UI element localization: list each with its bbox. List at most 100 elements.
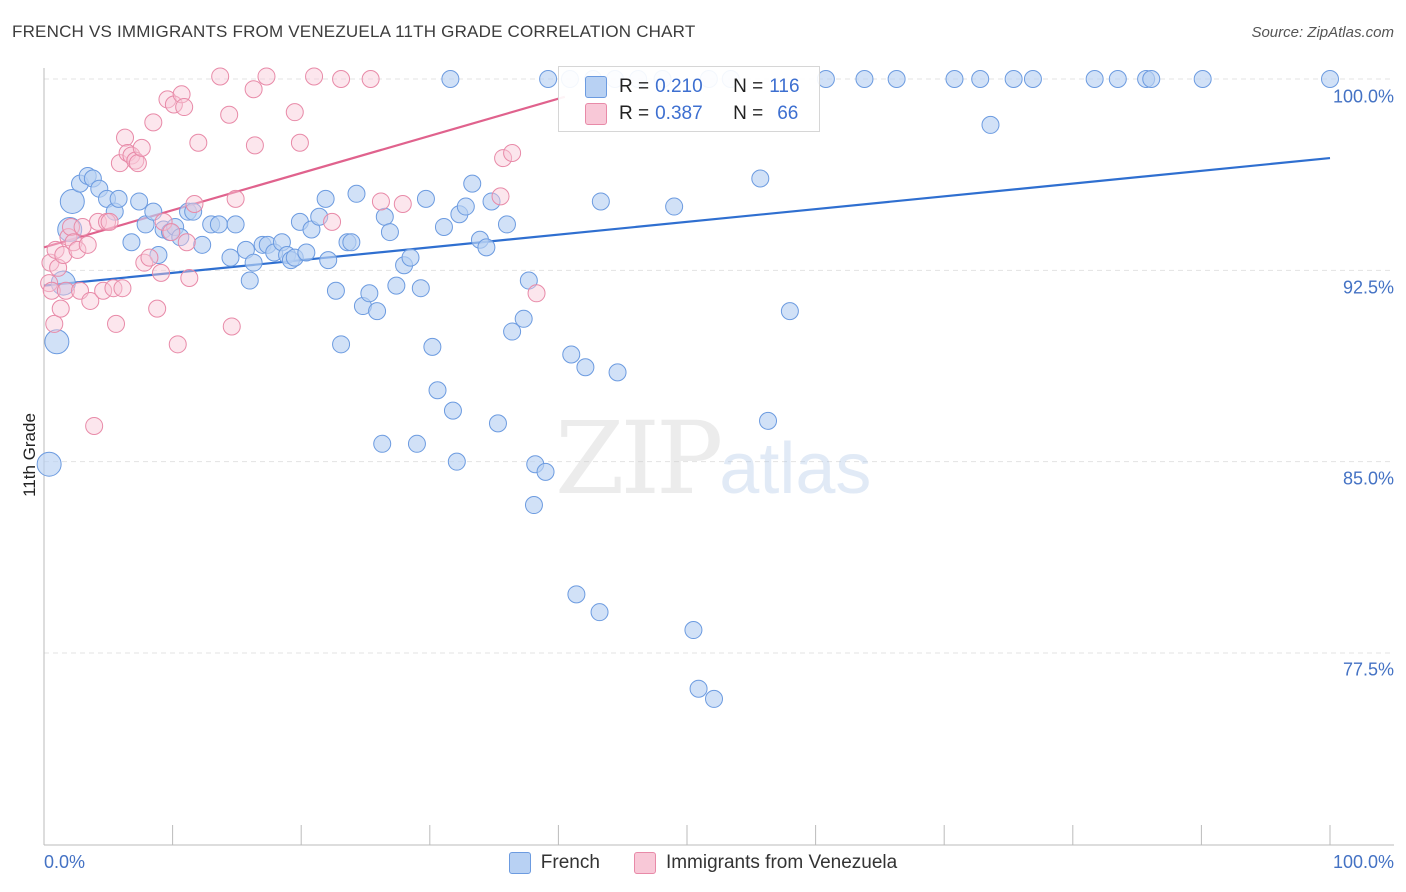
venezuela-point [257,67,276,86]
french-point [463,174,482,193]
legend-row-venezuela: R = 0.387 N = 66 [585,100,798,128]
french-point [705,689,724,708]
venezuela-point [185,195,204,214]
french-point [981,115,1000,134]
french-points [36,70,1339,708]
venezuela-legend-swatch [633,852,656,874]
french-point [524,496,543,515]
legend-row-french: R = 0.210 N = 116 [585,73,800,101]
french-point [447,452,466,471]
venezuela-point [290,133,309,152]
venezuela-point [494,149,513,168]
venezuela-point [116,128,135,147]
french-point [751,169,770,188]
y-tick-label-77-5: 77.5% [1342,659,1394,680]
venezuela-point [73,217,92,236]
french-point [423,337,442,356]
venezuela-point [371,192,390,211]
french-point [411,279,430,298]
french-point [342,233,361,252]
french-point [1193,70,1212,88]
venezuela-point [132,138,151,157]
french-point [562,345,581,364]
venezuela-point [285,103,304,122]
venezuela-point [128,154,147,173]
french-point [591,192,610,211]
french-point [122,233,141,252]
venezuela-point [220,105,239,124]
french-point [368,302,387,321]
venezuela-point [305,67,324,86]
french-point [109,189,128,208]
french-point [326,281,345,300]
y-tick-label-100: 100.0% [1332,86,1394,107]
french-point [240,271,259,290]
venezuela-point [45,314,64,333]
french-point [59,188,85,214]
legend-item-french[interactable]: French [508,852,600,874]
french-point [193,235,212,254]
venezuela-point [148,299,167,318]
french-point [855,70,874,88]
french-point [514,309,533,328]
french-point [184,202,203,221]
venezuela-point [56,281,75,300]
french-point [1321,70,1339,88]
venezuela-n-label: N = [733,103,764,124]
french-point [590,603,609,622]
french-point [689,679,708,698]
venezuela-point [189,133,208,152]
french-point [1108,70,1127,88]
venezuela-legend-label: Immigrants from Venezuela [665,852,898,873]
venezuela-point [59,228,78,247]
y-axis-label: 11th Grade [20,413,39,497]
venezuela-point [222,317,241,336]
venezuela-point [168,335,187,354]
x-tick-label-min: 0.0% [44,852,86,872]
french-point [130,192,149,211]
french-point [407,434,426,453]
french-point [488,414,507,433]
french-point [319,251,338,270]
french-point [244,253,263,272]
venezuela-r-value: 0.387 [655,103,703,124]
french-point [684,621,703,640]
french-point [401,248,420,267]
chart-title: FRENCH VS IMMIGRANTS FROM VENEZUELA 11TH… [12,22,696,41]
venezuela-point [226,189,245,208]
venezuela-point [323,212,342,231]
french-point [209,215,228,234]
venezuela-point [245,136,264,155]
french-point [416,189,435,208]
french-point [759,411,778,430]
venezuela-point [527,284,546,303]
venezuela-point [332,70,351,88]
french-point [297,243,316,262]
x-tick-label-max: 100.0% [1332,852,1394,872]
french-legend-label: French [540,852,600,873]
french-point [576,358,595,377]
watermark: ZIPatlas [555,400,872,517]
venezuela-points [40,67,546,435]
french-point [665,197,684,216]
venezuela-point [393,195,412,214]
french-point [434,217,453,236]
french-point [387,276,406,295]
french-point [567,585,586,604]
french-legend-swatch [508,852,531,874]
french-point [226,215,245,234]
venezuela-point [175,98,194,117]
gridlines [44,78,1394,654]
french-point [428,381,447,400]
trend-line-venezuela [43,95,566,249]
legend-item-venezuela[interactable]: Immigrants from Venezuela [633,852,898,874]
french-point [441,70,460,88]
french-point [332,335,351,354]
venezuela-point [68,240,87,259]
french-n-label: N = [733,76,764,97]
venezuela-point [180,268,199,287]
venezuela-point [152,263,171,282]
french-point [373,434,392,453]
french-point [1085,70,1104,88]
